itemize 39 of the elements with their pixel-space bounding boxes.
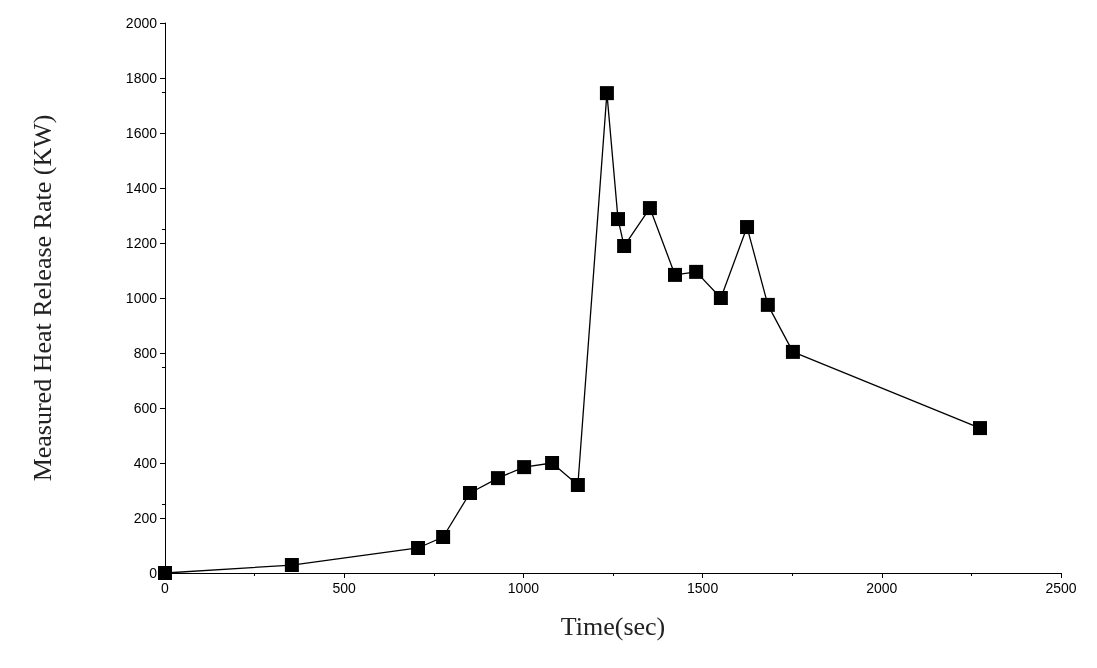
y-tick-label: 400 (133, 455, 158, 471)
x-tick-label: 1500 (687, 580, 719, 596)
point (599, 86, 614, 101)
point (617, 239, 632, 254)
point (158, 566, 172, 580)
point (463, 485, 477, 500)
y-tick-label: 1600 (125, 125, 158, 141)
point (760, 297, 775, 312)
point (517, 460, 532, 475)
point (785, 344, 800, 359)
x-axis-title: Time(sec) (560, 611, 666, 641)
point (740, 220, 755, 235)
point (490, 471, 505, 486)
x-tick-label: 500 (332, 580, 357, 596)
point (436, 529, 451, 544)
y-tick-label: 200 (133, 510, 158, 526)
x-tick-label: 0 (161, 580, 170, 596)
y-tick-label: 2000 (125, 15, 158, 31)
point (713, 291, 728, 305)
point (668, 267, 682, 282)
x-tick-label: 2000 (866, 580, 898, 596)
point (642, 201, 657, 216)
point (973, 421, 987, 436)
x-tick-label: 1000 (507, 580, 540, 596)
y-tick-label: 1200 (125, 235, 158, 251)
y-tick-label: 0 (149, 565, 158, 581)
y-tick-label: 1800 (125, 70, 158, 86)
point (545, 456, 560, 470)
x-tick-label: 2500 (1045, 580, 1077, 596)
point (689, 264, 704, 279)
point (284, 558, 299, 573)
y-tick-label: 1400 (125, 180, 158, 196)
y-axis-title: Measured Heat Release Rate (KW) (27, 114, 57, 482)
y-tick-label: 1000 (125, 290, 158, 306)
point (570, 478, 585, 492)
y-tick-label: 600 (133, 400, 158, 416)
point (411, 540, 426, 555)
point (611, 212, 626, 227)
y-tick-label: 800 (133, 345, 158, 361)
